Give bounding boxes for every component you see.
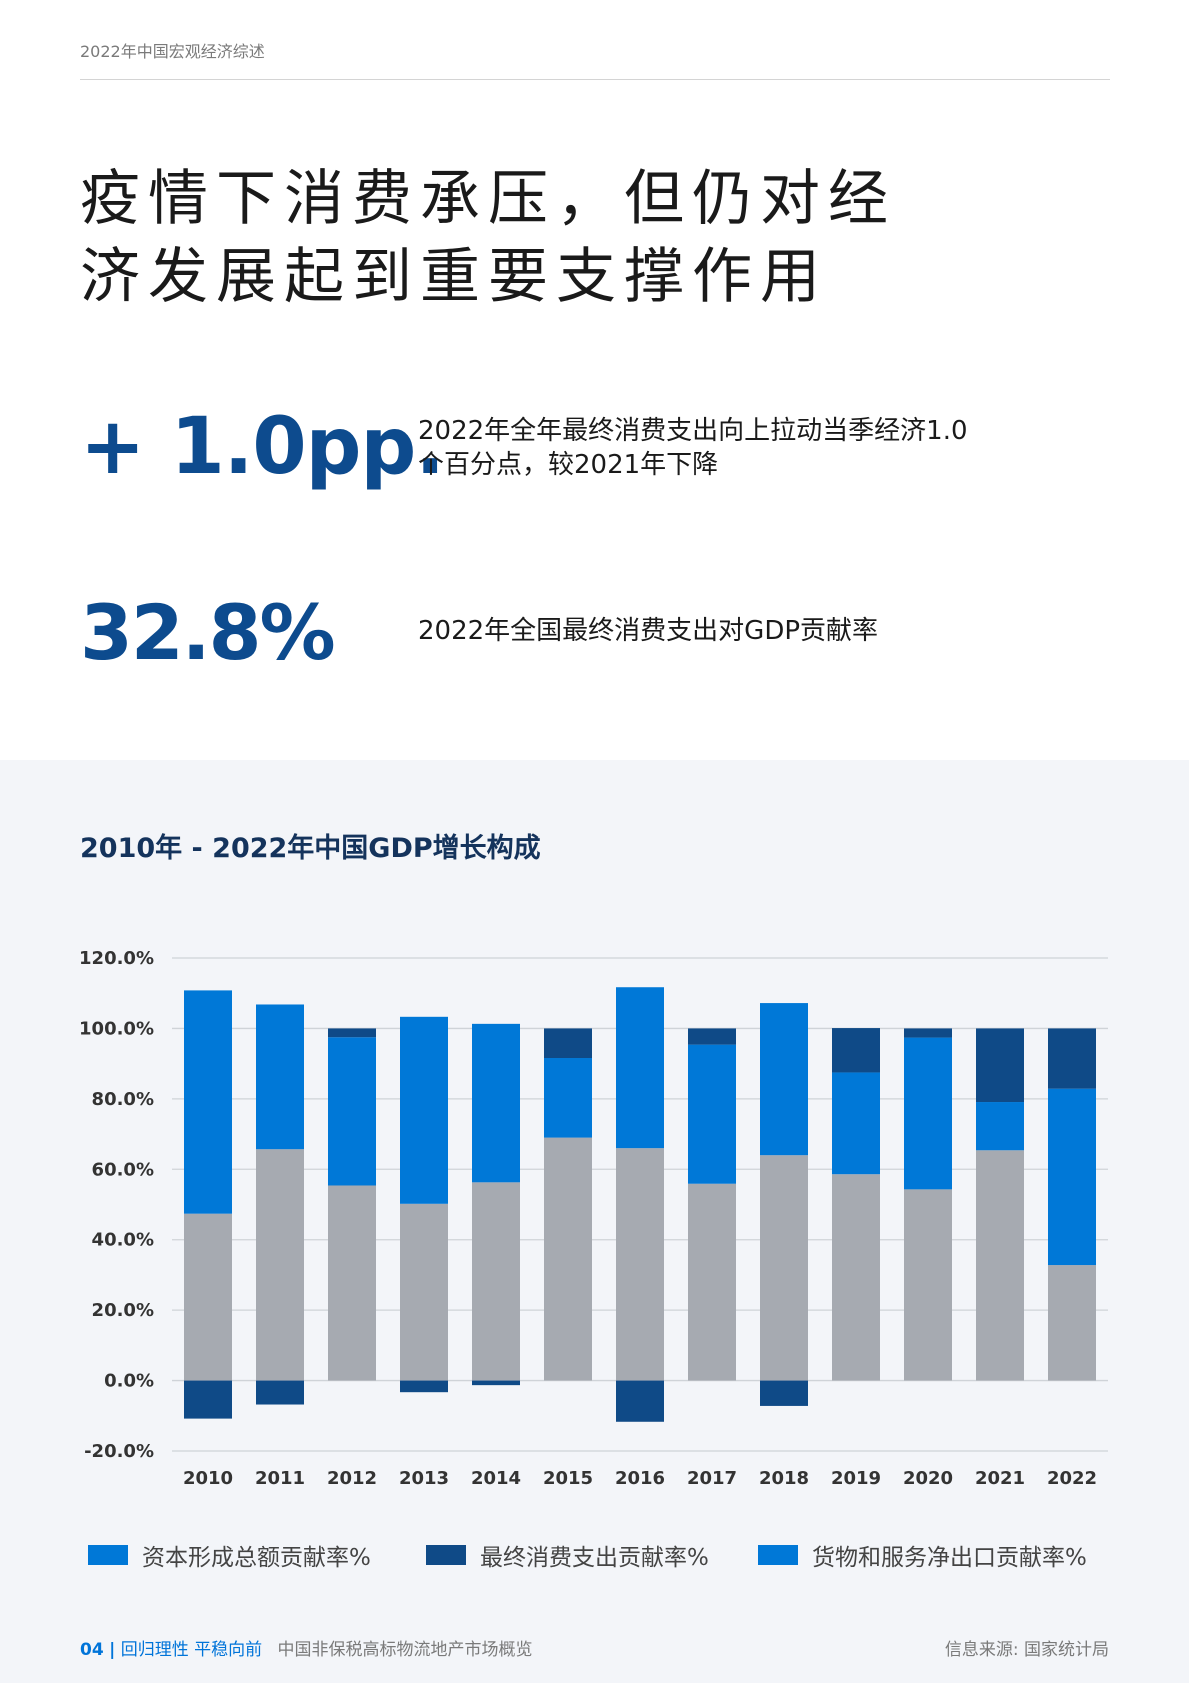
stat-consumption-pull-value: + 1.0pp.	[80, 402, 445, 492]
chart-title: 2010年 - 2022年中国GDP增长构成	[80, 833, 541, 864]
bar-segment	[472, 1023, 520, 1183]
headline-line-2: 济发展起到重要支撑作用	[80, 242, 828, 312]
stat-consumption-pull-description: 2022年全年最终消费支出向上拉动当季经济1.0个百分点，较2021年下降	[418, 416, 968, 480]
y-tick-label: 40.0%	[92, 1230, 154, 1251]
bar-segment	[1048, 1028, 1096, 1089]
bar-segment	[688, 1183, 736, 1381]
bar-segment	[976, 1150, 1024, 1381]
legend-swatch-net-exports	[758, 1545, 798, 1565]
bar-segment	[184, 1380, 232, 1419]
bar-segment	[328, 1028, 376, 1038]
x-tick-label: 2010	[183, 1468, 233, 1489]
x-tick-label: 2020	[903, 1468, 953, 1489]
header-title: 2022年中国宏观经济综述	[80, 42, 265, 61]
bar-segment	[544, 1058, 592, 1138]
x-tick-label: 2019	[831, 1468, 881, 1489]
bar-segment	[832, 1028, 880, 1073]
bar-segment	[1048, 1265, 1096, 1381]
x-tick-label: 2017	[687, 1468, 737, 1489]
bar-segment	[904, 1189, 952, 1381]
bar-segment	[688, 1028, 736, 1045]
bar-segment	[472, 1182, 520, 1381]
legend-swatch-capital-formation	[88, 1545, 128, 1565]
legend-item-final-consumption: 最终消费支出贡献率%	[426, 1538, 709, 1572]
bar-segment	[256, 1004, 304, 1150]
bar-segment	[904, 1037, 952, 1190]
bar-segment	[688, 1044, 736, 1184]
bar-segment	[760, 1380, 808, 1406]
x-tick-label: 2018	[759, 1468, 809, 1489]
x-tick-label: 2011	[255, 1468, 305, 1489]
bar-segment	[1048, 1088, 1096, 1266]
y-tick-label: 80.0%	[92, 1089, 154, 1110]
stat-gdp-contribution-value: 32.8%	[80, 588, 336, 677]
headline: 疫情下消费承压，但仍对经 济发展起到重要支撑作用	[80, 160, 1040, 316]
headline-line-1: 疫情下消费承压，但仍对经	[80, 164, 896, 234]
footer-source: 信息来源: 国家统计局	[944, 1640, 1109, 1660]
bar-segment	[832, 1072, 880, 1175]
page-number: 04	[80, 1640, 104, 1660]
y-tick-label: 0.0%	[104, 1371, 154, 1392]
legend-item-capital-formation: 资本形成总额贡献率%	[88, 1538, 371, 1572]
footer-separator: |	[109, 1640, 116, 1660]
bar-segment	[328, 1185, 376, 1381]
x-tick-label: 2013	[399, 1468, 449, 1489]
bar-segment	[976, 1028, 1024, 1103]
bar-segment	[400, 1203, 448, 1381]
bar-segment	[544, 1137, 592, 1381]
bar-segment	[256, 1149, 304, 1381]
y-tick-label: 100.0%	[79, 1018, 154, 1039]
bar-segment	[400, 1380, 448, 1393]
footer-left: 04 | 回归理性 平稳向前 中国非保税高标物流地产市场概览	[80, 1635, 533, 1660]
bar-segment	[400, 1016, 448, 1204]
stat-gdp-contribution-description: 2022年全国最终消费支出对GDP贡献率	[418, 616, 879, 646]
bar-segment	[616, 1380, 664, 1422]
bar-segment	[184, 990, 232, 1214]
legend-label-net-exports: 货物和服务净出口贡献率%	[812, 1545, 1087, 1571]
y-tick-label: 20.0%	[92, 1300, 154, 1321]
legend-item-net-exports: 货物和服务净出口贡献率%	[758, 1538, 1087, 1572]
legend-label-final-consumption: 最终消费支出贡献率%	[480, 1545, 709, 1571]
footer-tagline: 回归理性 平稳向前	[120, 1640, 263, 1660]
bar-segment	[904, 1028, 952, 1038]
y-tick-label: -20.0%	[84, 1441, 154, 1462]
chart-legend: 资本形成总额贡献率% 最终消费支出贡献率% 货物和服务净出口贡献率%	[88, 1538, 1118, 1572]
bar-segment	[544, 1028, 592, 1059]
x-tick-label: 2021	[975, 1468, 1025, 1489]
bar-segment	[472, 1380, 520, 1386]
bar-segment	[616, 987, 664, 1149]
bar-segment	[328, 1037, 376, 1186]
x-tick-label: 2014	[471, 1468, 521, 1489]
bar-segment	[976, 1102, 1024, 1151]
header-divider	[80, 79, 1110, 80]
bar-segment	[832, 1174, 880, 1381]
y-tick-label: 120.0%	[79, 948, 154, 969]
bar-segment	[256, 1380, 304, 1405]
x-tick-label: 2015	[543, 1468, 593, 1489]
footer-document-title: 中国非保税高标物流地产市场概览	[277, 1640, 533, 1660]
legend-swatch-final-consumption	[426, 1545, 466, 1565]
x-tick-label: 2022	[1047, 1468, 1097, 1489]
bar-segment	[184, 1213, 232, 1381]
bar-segment	[760, 1155, 808, 1381]
bar-segment	[616, 1148, 664, 1381]
x-tick-label: 2016	[615, 1468, 665, 1489]
bar-segment	[760, 1003, 808, 1156]
y-tick-label: 60.0%	[92, 1159, 154, 1180]
legend-label-capital-formation: 资本形成总额贡献率%	[142, 1545, 371, 1571]
x-tick-label: 2012	[327, 1468, 377, 1489]
